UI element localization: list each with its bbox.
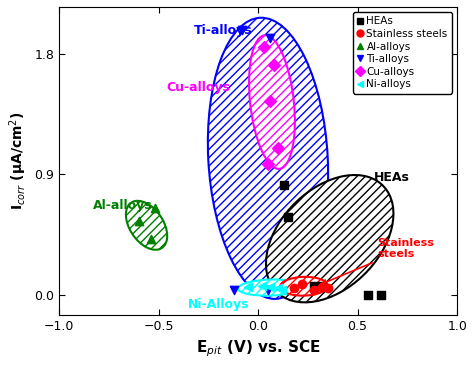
- Cu-alloys: [260, 44, 268, 50]
- Cu-alloys: [270, 61, 278, 67]
- HEAs: [318, 283, 326, 288]
- Cu-alloys: [266, 98, 274, 104]
- Ti-alloys: [264, 287, 272, 292]
- Ellipse shape: [238, 280, 302, 296]
- Cu-alloys: [274, 145, 282, 150]
- Legend: HEAs, Stainless steels, Al-alloys, Ti-alloys, Cu-alloys, Ni-alloys: HEAs, Stainless steels, Al-alloys, Ti-al…: [353, 12, 452, 93]
- Text: Ti-alloys: Ti-alloys: [194, 24, 253, 37]
- HEAs: [280, 182, 288, 188]
- HEAs: [378, 292, 385, 298]
- Cu-alloys: [264, 161, 272, 167]
- Ni-alloys: [274, 285, 282, 291]
- Ni-alloys: [278, 287, 286, 292]
- Text: HEAs: HEAs: [374, 171, 410, 184]
- HEAs: [284, 214, 292, 220]
- X-axis label: E$_{pit}$ (V) vs. SCE: E$_{pit}$ (V) vs. SCE: [196, 339, 320, 359]
- Text: Al-alloys: Al-alloys: [93, 199, 153, 212]
- Text: Ni-Alloys: Ni-Alloys: [188, 298, 250, 311]
- Ellipse shape: [126, 201, 167, 250]
- Stainless steels: [318, 284, 326, 290]
- Ti-alloys: [230, 287, 238, 292]
- Ellipse shape: [249, 35, 295, 169]
- Ellipse shape: [266, 175, 393, 302]
- Y-axis label: I$_{corr}$ (μA/cm$^2$): I$_{corr}$ (μA/cm$^2$): [7, 112, 28, 210]
- Ni-alloys: [244, 284, 252, 290]
- Al-alloys: [147, 236, 155, 242]
- Text: Cu-alloys: Cu-alloys: [166, 81, 230, 94]
- Ti-alloys: [266, 35, 274, 41]
- Stainless steels: [298, 281, 306, 287]
- Ni-alloys: [258, 283, 266, 288]
- Stainless steels: [290, 285, 298, 291]
- Stainless steels: [324, 285, 331, 291]
- Ni-alloys: [266, 284, 274, 290]
- Al-alloys: [151, 205, 158, 211]
- Text: Stainless
steels: Stainless steels: [322, 238, 434, 284]
- Al-alloys: [135, 219, 142, 224]
- Stainless steels: [310, 287, 318, 292]
- Ellipse shape: [280, 277, 328, 296]
- HEAs: [310, 283, 318, 288]
- HEAs: [364, 292, 371, 298]
- Ti-alloys: [238, 27, 246, 33]
- Ellipse shape: [208, 18, 328, 299]
